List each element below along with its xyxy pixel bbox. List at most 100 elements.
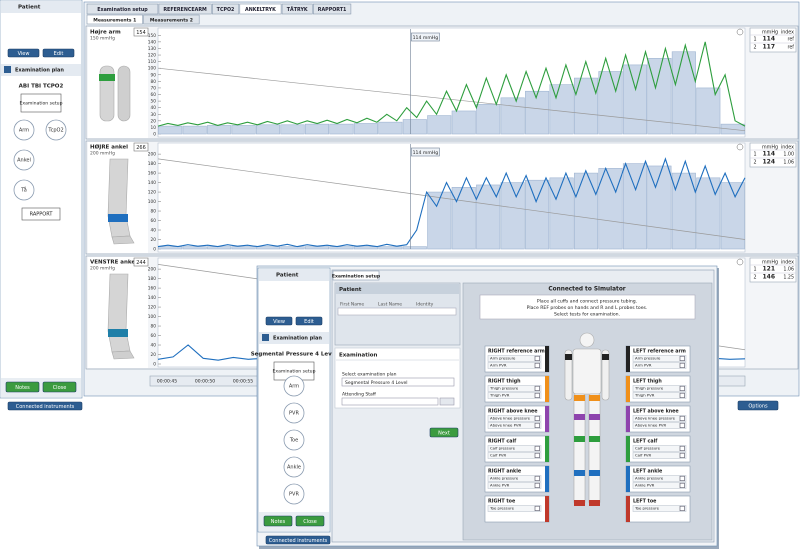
checkbox[interactable] [534,482,540,489]
tab[interactable] [158,3,212,15]
checkbox[interactable] [679,482,685,489]
max-box [133,142,149,152]
cuff-band [589,436,600,442]
close-icon[interactable] [736,143,744,151]
button[interactable] [42,381,77,393]
button-label: View [273,319,285,325]
checkbox[interactable] [534,475,540,482]
tab[interactable] [212,3,240,15]
limb [107,158,131,238]
plan-node[interactable] [283,402,305,424]
value-table [749,142,797,168]
table-header: index [781,260,794,266]
button-label: Next [438,430,450,436]
tab[interactable] [239,3,282,15]
pressure-bar [280,246,305,250]
test-item-label: Arm PVR [490,363,507,368]
button-label: Notes [271,519,286,525]
button[interactable] [263,515,293,527]
color-strip [545,346,549,372]
subtab[interactable] [143,14,200,25]
instruction: Select tests for examination. [554,312,620,318]
select[interactable] [341,377,455,387]
subtab[interactable] [86,14,143,25]
checkbox[interactable] [679,362,685,369]
close-icon[interactable] [736,258,744,266]
panel-subtitle: 150 mmHg [90,36,115,42]
pressure-bar [256,246,281,250]
test-item [632,392,687,399]
plan-node[interactable] [13,179,35,201]
test-item [632,452,687,459]
checkbox[interactable] [679,392,685,399]
button[interactable] [7,48,40,58]
button[interactable] [265,535,331,545]
button[interactable] [265,316,293,326]
plan-node[interactable] [13,119,35,141]
test-title: RIGHT reference arm [488,349,545,355]
pressure-bar [451,110,476,135]
button[interactable] [737,400,779,411]
y-tick-label: 20 [151,237,157,243]
checkbox[interactable] [679,385,685,392]
panel-title: Højre arm [90,30,121,36]
checkbox[interactable] [534,392,540,399]
plan-node[interactable] [283,483,305,505]
button[interactable] [295,515,325,527]
section-title: Examination [339,353,378,359]
report-box [21,207,61,221]
checkbox[interactable] [679,445,685,452]
checkbox[interactable] [534,422,540,429]
checkbox[interactable] [534,452,540,459]
table-cell: 2 [753,45,756,51]
checkbox[interactable] [679,415,685,422]
test-title: RIGHT calf [488,439,517,445]
button-label: Edit [304,319,314,325]
pressure-bar [598,168,623,250]
checkbox[interactable] [534,505,540,512]
checkbox[interactable] [534,362,540,369]
button[interactable] [7,401,83,411]
tab[interactable] [281,3,313,15]
panel-subtitle: 200 mmHg [90,151,115,157]
cuff-band [602,354,609,360]
pressure-bar [402,246,427,250]
cuff-band [574,500,585,506]
plan-node[interactable] [45,119,67,141]
tab[interactable] [86,3,159,15]
cuff-band [574,414,585,420]
plan-node[interactable] [283,429,305,451]
panel-title: HØJRE ankel [90,144,128,151]
button[interactable] [295,316,323,326]
button[interactable] [42,48,75,58]
checkbox[interactable] [534,445,540,452]
pressure-bar [378,121,403,135]
checkbox[interactable] [534,355,540,362]
limb [117,65,131,122]
test-title: RIGHT above knee [488,409,538,415]
y-tick-label: 40 [151,105,157,111]
y-tick-label: 50 [151,99,157,105]
checkbox[interactable] [679,452,685,459]
tab[interactable] [312,3,352,15]
checkbox[interactable] [679,422,685,429]
plan-node[interactable] [13,149,35,171]
y-tick-label: 80 [151,79,157,85]
plan-node[interactable] [283,456,305,478]
node-label: Arm [19,128,29,134]
checkbox[interactable] [679,355,685,362]
button-label: Edit [54,51,64,57]
close-icon[interactable] [736,28,744,36]
checkbox[interactable] [534,415,540,422]
select-button[interactable] [439,397,455,406]
checkbox[interactable] [679,475,685,482]
checkbox[interactable] [679,505,685,512]
checkbox[interactable] [534,385,540,392]
setup-box [20,93,62,113]
plan-node[interactable] [283,375,305,397]
button[interactable] [429,427,459,438]
test-item-label: Thigh pressure [634,386,664,391]
button[interactable] [5,381,40,393]
select[interactable] [341,397,439,406]
